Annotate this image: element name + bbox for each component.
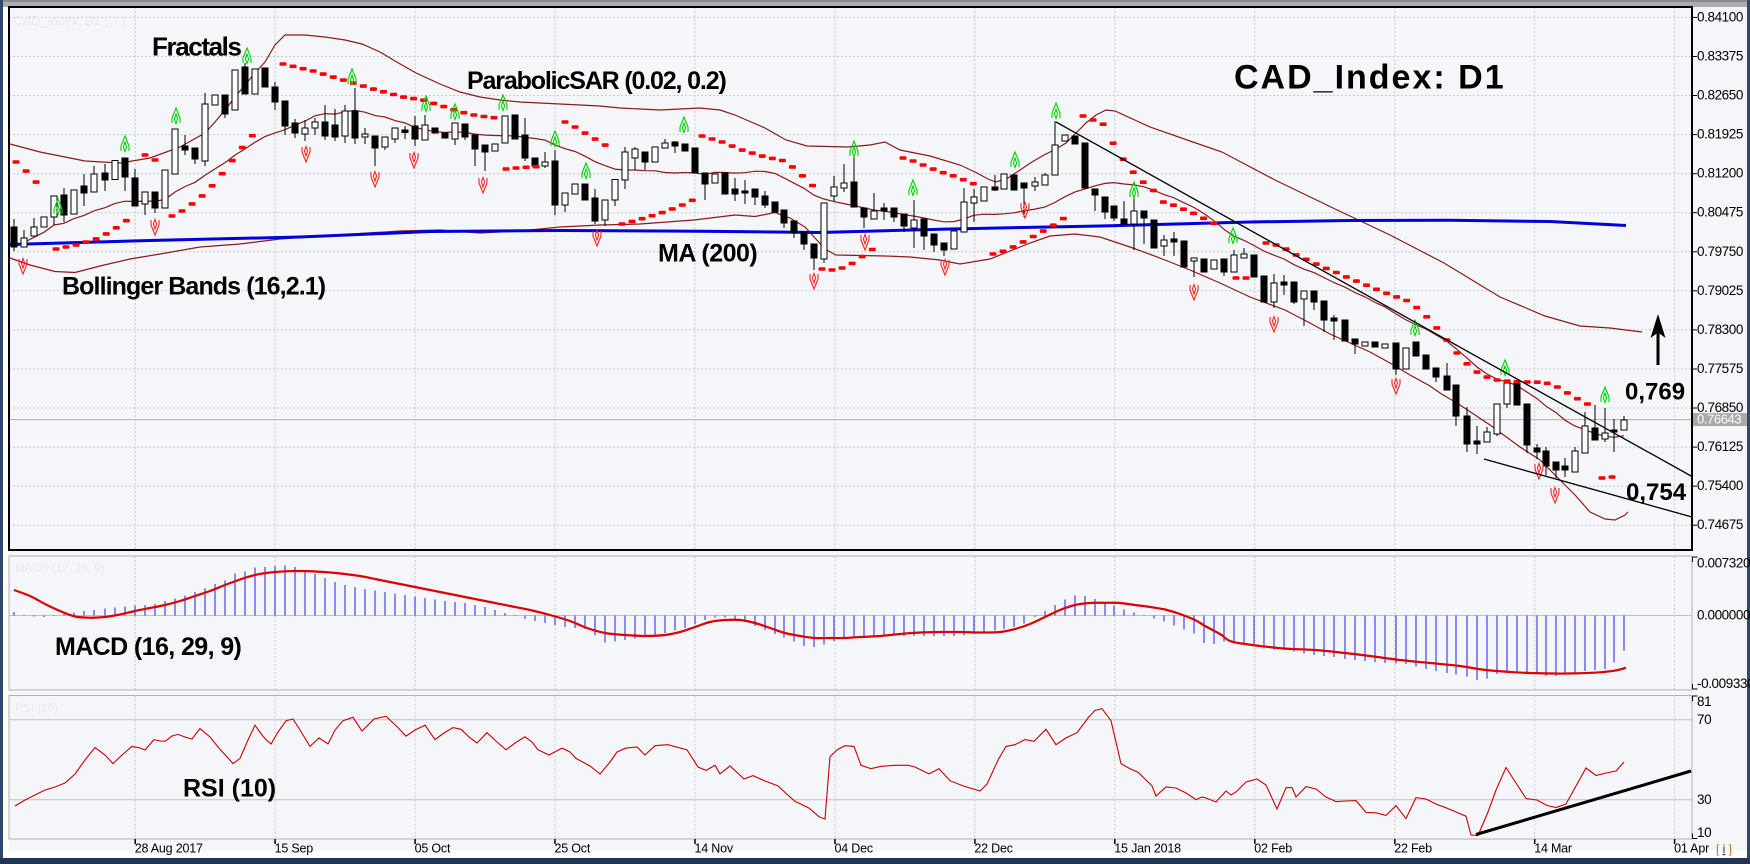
svg-text:0,754: 0,754: [1626, 479, 1687, 506]
svg-text:22 Feb: 22 Feb: [1394, 842, 1432, 856]
svg-text:04 Dec: 04 Dec: [835, 842, 873, 856]
svg-text:0.78300: 0.78300: [1697, 322, 1743, 337]
svg-text:81: 81: [1697, 694, 1711, 709]
svg-text:[ i ]: [ i ]: [1716, 842, 1732, 856]
svg-text:02 Feb: 02 Feb: [1254, 842, 1292, 856]
svg-text:CAD_Index, D1 [ ? ]: CAD_Index, D1 [ ? ]: [14, 14, 125, 28]
svg-text:28 Aug 2017: 28 Aug 2017: [135, 842, 203, 856]
svg-text:14 Mar: 14 Mar: [1534, 842, 1572, 856]
svg-text:22 Dec: 22 Dec: [974, 842, 1012, 856]
svg-text:0.0000000: 0.0000000: [1697, 608, 1750, 623]
svg-text:30: 30: [1697, 792, 1711, 807]
svg-text:0.77575: 0.77575: [1697, 361, 1743, 376]
svg-text:0.81925: 0.81925: [1697, 127, 1743, 142]
svg-text:0.76850: 0.76850: [1697, 400, 1743, 415]
svg-text:MA (200): MA (200): [658, 240, 757, 268]
svg-text:0.79025: 0.79025: [1697, 283, 1743, 298]
svg-text:0.76125: 0.76125: [1697, 439, 1743, 454]
svg-text:25 Oct: 25 Oct: [555, 842, 591, 856]
svg-text:0.75400: 0.75400: [1697, 478, 1743, 493]
svg-text:MACD (16, 29, 9): MACD (16, 29, 9): [55, 633, 242, 661]
svg-text:-0.0093300: -0.0093300: [1697, 676, 1750, 691]
svg-text:15 Jan 2018: 15 Jan 2018: [1114, 842, 1181, 856]
svg-text:ParabolicSAR (0.02, 0.2): ParabolicSAR (0.02, 0.2): [467, 67, 726, 95]
svg-text:RSI (10): RSI (10): [183, 775, 276, 803]
svg-text:CAD_Index: D1: CAD_Index: D1: [1234, 59, 1506, 97]
svg-text:15 Sep: 15 Sep: [275, 842, 314, 856]
svg-text:05 Oct: 05 Oct: [415, 842, 451, 856]
svg-text:0.80475: 0.80475: [1697, 205, 1743, 220]
svg-text:14 Nov: 14 Nov: [695, 842, 734, 856]
svg-text:RSI (10): RSI (10): [15, 703, 58, 715]
svg-text:0.84100: 0.84100: [1697, 9, 1743, 24]
svg-text:0.74675: 0.74675: [1697, 517, 1743, 532]
svg-text:Fractals: Fractals: [152, 32, 241, 62]
svg-text:0.83375: 0.83375: [1697, 49, 1743, 64]
svg-text:10: 10: [1697, 825, 1711, 840]
svg-text:0.76643: 0.76643: [1697, 412, 1741, 427]
svg-text:01 Apr: 01 Apr: [1674, 842, 1709, 856]
svg-text:0.82650: 0.82650: [1697, 88, 1743, 103]
svg-text:0.79750: 0.79750: [1697, 244, 1743, 259]
svg-text:0.81200: 0.81200: [1697, 166, 1743, 181]
svg-text:70: 70: [1697, 712, 1711, 727]
svg-text:0,769: 0,769: [1625, 379, 1685, 406]
svg-text:Bollinger Bands (16,2.1): Bollinger Bands (16,2.1): [62, 273, 326, 301]
svg-text:MACD (12, 26, 9): MACD (12, 26, 9): [15, 563, 105, 575]
